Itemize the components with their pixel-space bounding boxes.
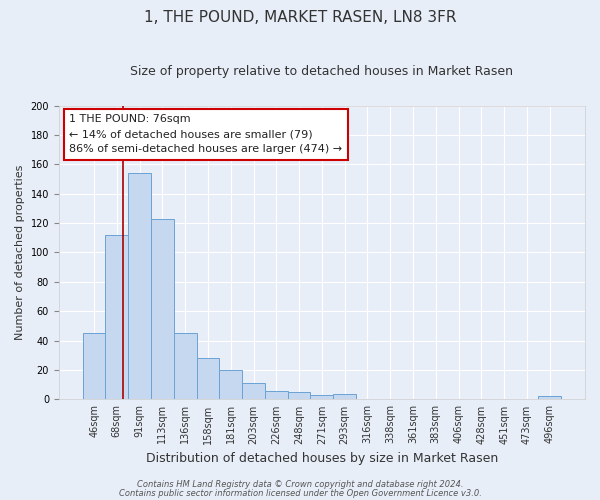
Bar (538, 396, 561, 400)
Bar (333, 394, 356, 400)
Bar (174, 334, 197, 400)
Text: 1 THE POUND: 76sqm
← 14% of detached houses are smaller (79)
86% of semi-detache: 1 THE POUND: 76sqm ← 14% of detached hou… (70, 114, 343, 154)
Bar (128, 173, 151, 400)
Bar (242, 384, 265, 400)
X-axis label: Distribution of detached houses by size in Market Rasen: Distribution of detached houses by size … (146, 452, 498, 465)
Bar (106, 235, 128, 400)
Bar (288, 392, 310, 400)
Text: 1, THE POUND, MARKET RASEN, LN8 3FR: 1, THE POUND, MARKET RASEN, LN8 3FR (144, 10, 456, 25)
Text: Contains public sector information licensed under the Open Government Licence v3: Contains public sector information licen… (119, 488, 481, 498)
Bar (151, 218, 174, 400)
Bar (310, 395, 333, 400)
Y-axis label: Number of detached properties: Number of detached properties (15, 165, 25, 340)
Bar (197, 358, 220, 400)
Text: Contains HM Land Registry data © Crown copyright and database right 2024.: Contains HM Land Registry data © Crown c… (137, 480, 463, 489)
Bar (220, 370, 242, 400)
Title: Size of property relative to detached houses in Market Rasen: Size of property relative to detached ho… (130, 65, 514, 78)
Bar (265, 390, 288, 400)
Bar (83, 334, 106, 400)
